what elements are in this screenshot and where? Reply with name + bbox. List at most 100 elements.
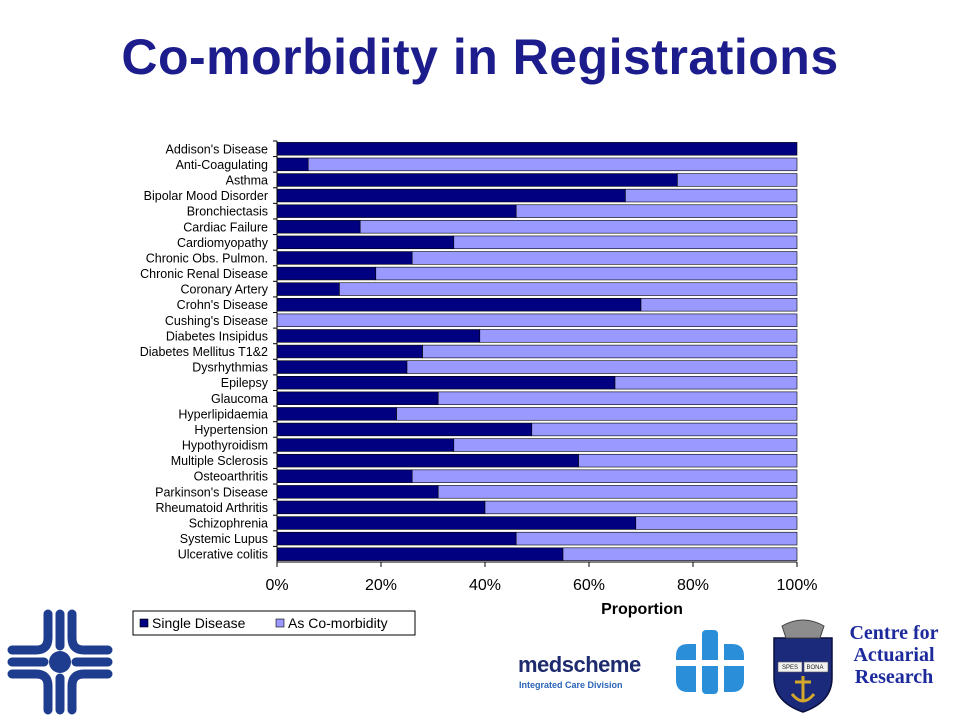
x-tick-label: 100%	[777, 577, 818, 594]
category-label: Asthma	[226, 173, 268, 187]
x-axis: 0% 20% 40% 60% 80% 100%	[265, 140, 818, 594]
x-axis-label: Proportion	[601, 601, 683, 618]
bar-single-17	[276, 407, 397, 421]
bar-single-18	[276, 422, 533, 437]
bar-comorbid-18	[531, 422, 798, 437]
bar-single-25	[276, 531, 517, 546]
bar-single-21	[276, 469, 413, 483]
crest-motto-left: SPES	[782, 665, 798, 671]
category-label: Cushing's Disease	[165, 314, 268, 328]
bar-single-13	[276, 344, 423, 359]
category-label: Rheumatoid Arthritis	[155, 501, 268, 515]
bar-single-10	[276, 298, 642, 312]
category-label: Parkinson's Disease	[155, 485, 268, 499]
bar-single-24	[276, 516, 637, 530]
category-label: Diabetes Mellitus T1&2	[140, 345, 268, 359]
bar-comorbid-3	[625, 188, 798, 203]
bar-comorbid-8	[375, 266, 798, 281]
legend-swatch	[139, 618, 149, 628]
centre-line-1: Centre for	[849, 622, 939, 644]
category-label: Glaucoma	[211, 392, 268, 406]
bar-comorbid-6	[453, 235, 798, 250]
bar-single-0	[276, 142, 798, 156]
slide-title: Co-morbidity in Registrations	[121, 29, 839, 85]
bar-comorbid-21	[411, 469, 798, 483]
bar-single-22	[276, 485, 439, 499]
centre-line-2: Actuarial	[853, 644, 935, 666]
bar-comorbid-9	[339, 282, 798, 296]
bar-comorbid-16	[437, 391, 798, 405]
bar-comorbid-24	[635, 516, 798, 530]
bar-single-1	[276, 157, 309, 172]
category-label: Hypothyroidism	[182, 439, 268, 453]
bar-single-15	[276, 375, 616, 390]
cross-stroke	[7, 609, 53, 655]
bar-single-7	[276, 251, 413, 265]
x-tick-label: 80%	[677, 577, 709, 594]
medscheme-mark-icon	[672, 630, 748, 694]
mark-part-right	[724, 644, 744, 692]
bar-comorbid-20	[578, 453, 798, 468]
medscheme-division: Integrated Care Division	[519, 680, 623, 690]
crest-lamp	[781, 619, 825, 639]
cross-logo	[7, 609, 113, 715]
bar-single-8	[276, 266, 377, 281]
bar-comorbid-14	[406, 360, 798, 374]
x-tick-label: 60%	[573, 577, 605, 594]
category-label: Anti-Coagulating	[176, 158, 268, 172]
bar-single-5	[276, 220, 361, 234]
cross-stroke	[67, 669, 113, 715]
cross-center	[49, 651, 71, 673]
bar-comorbid-26	[562, 547, 798, 561]
bar-comorbid-15	[614, 375, 798, 390]
category-label: Chronic Obs. Pulmon.	[146, 251, 268, 265]
legend-box	[132, 610, 416, 636]
category-label: Ulcerative colitis	[178, 548, 268, 562]
crest-shield	[773, 637, 833, 713]
mark-band	[672, 660, 748, 666]
category-label: Coronary Artery	[180, 283, 268, 297]
bar-comorbid-19	[453, 438, 798, 452]
bar-single-6	[276, 235, 455, 250]
cross-stroke	[7, 669, 53, 715]
category-label: Bronchiectasis	[187, 205, 268, 219]
bar-comorbid-11	[276, 313, 798, 328]
bar-single-14	[276, 360, 408, 374]
category-label: Cardiomyopathy	[177, 236, 269, 250]
legend: Single Disease As Co-morbidity	[132, 610, 416, 636]
crest-anchor	[790, 676, 816, 703]
bar-comorbid-17	[396, 407, 798, 421]
legend-swatch	[275, 618, 285, 628]
bar-group	[276, 142, 798, 561]
category-label: Crohn's Disease	[177, 298, 268, 312]
bar-single-19	[276, 438, 455, 452]
category-label: Cardiac Failure	[183, 220, 268, 234]
mark-part-left	[676, 644, 696, 692]
category-label: Hypertension	[194, 423, 268, 437]
bar-single-3	[276, 188, 626, 203]
category-label: Systemic Lupus	[180, 532, 268, 546]
category-label: Bipolar Mood Disorder	[144, 189, 268, 203]
bar-single-20	[276, 453, 579, 468]
bar-comorbid-2	[677, 173, 798, 187]
bar-single-2	[276, 173, 678, 187]
legend-label: Single Disease	[152, 615, 246, 631]
bar-comorbid-13	[422, 344, 798, 359]
crest-motto-right: BONA	[806, 665, 823, 671]
bar-single-26	[276, 547, 564, 561]
bar-comorbid-23	[484, 500, 798, 515]
bar-single-16	[276, 391, 439, 405]
centre-for-actuarial-research: Centre for Actuarial Research	[832, 622, 956, 688]
bar-single-4	[276, 204, 517, 218]
bar-comorbid-7	[411, 251, 798, 265]
bar-comorbid-4	[515, 204, 798, 218]
bar-comorbid-25	[515, 531, 798, 546]
centre-line-3: Research	[854, 666, 934, 688]
bar-single-12	[276, 329, 481, 343]
category-label: Dysrhythmias	[192, 361, 268, 375]
category-label: Hyperlipidaemia	[178, 407, 268, 421]
category-label: Chronic Renal Disease	[140, 267, 268, 281]
bar-comorbid-10	[640, 298, 798, 312]
